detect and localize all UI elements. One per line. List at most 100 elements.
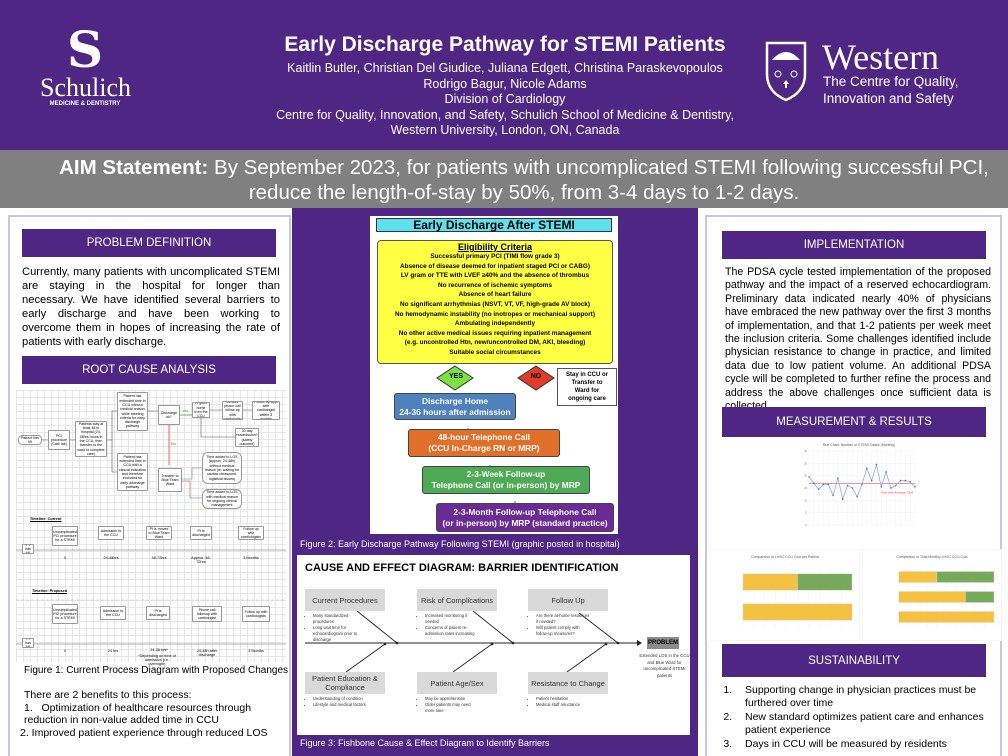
data-point bbox=[808, 476, 810, 478]
node-pci: PCI procedure (Cath lab) bbox=[48, 430, 70, 450]
label-yes: Yes bbox=[182, 409, 189, 413]
figure-3-caption: Figure 3: Fishbone Cause & Effect Diagra… bbox=[300, 738, 550, 748]
benefits: There are 2 benefits to this process: 1.… bbox=[20, 689, 268, 739]
data-point bbox=[822, 483, 825, 486]
fishbone-bones bbox=[305, 610, 642, 673]
implementation-text: The PDSA cycle tested implementation of … bbox=[725, 266, 991, 412]
timeline-step: Admission to the CCU bbox=[100, 606, 126, 620]
y-tick-label: 10 bbox=[804, 499, 807, 502]
cause-bullet: Will patient comply with follow-up measu… bbox=[536, 625, 592, 637]
schulich-logo: S Schulich MEDICINE & DENTISTRY bbox=[40, 20, 131, 108]
yes-diamond bbox=[436, 365, 474, 391]
node-stay: Patients stay at least 48 in hospital (2… bbox=[75, 421, 107, 457]
left-column: PROBLEM DEFINITION Currently, many patie… bbox=[8, 215, 291, 756]
criterion: No other active medical issues requiring… bbox=[398, 329, 592, 337]
step-2-3-week-followup: 2-3-Week Follow-up Telephone Call (or in-… bbox=[422, 466, 590, 494]
y-tick-label: 15 bbox=[804, 487, 807, 490]
cause-bullet: Long wait time for echocardiogram prior … bbox=[313, 625, 369, 643]
y-tick-label: 20 bbox=[804, 475, 807, 478]
criterion: Ambulating independently bbox=[454, 320, 536, 328]
figure-2-caption: Figure 2: Early Discharge Pathway Follow… bbox=[300, 539, 620, 549]
y-tick-label: 30 bbox=[804, 450, 807, 453]
poster-title: Early Discharge Pathway for STEMI Patien… bbox=[284, 33, 726, 56]
western-logo: Western The Centre for Quality, Innovati… bbox=[762, 37, 1002, 110]
data-point bbox=[813, 482, 815, 484]
data-point bbox=[861, 483, 863, 486]
total-monthly-cost-chart: Comparison of Total Monthly LHSC CCU Cos… bbox=[862, 549, 1002, 641]
sustainability-heading: SUSTAINABILITY bbox=[722, 644, 986, 677]
node-home-from-ccu: Pt goes home from the CCU bbox=[192, 402, 210, 418]
criterion: No recurrence of ischemic symptoms bbox=[437, 281, 552, 289]
node-transfer-blue-team: Transfer to Blue Team Ward bbox=[158, 468, 182, 492]
fishbone-title: CAUSE AND EFFECT DIAGRAM: BARRIER IDENTI… bbox=[305, 562, 619, 574]
no-diamond bbox=[517, 365, 555, 391]
bar-cost bbox=[742, 573, 798, 591]
cause-bullet: Understanding of condition bbox=[313, 696, 369, 702]
process-diagram: Patient has MI PCI procedure (Cath lab) … bbox=[16, 390, 286, 666]
data-point bbox=[851, 487, 854, 489]
data-point bbox=[880, 485, 883, 488]
poster-header: S Schulich MEDICINE & DENTISTRY Early Di… bbox=[0, 0, 1008, 150]
figure-1-caption: Figure 1: Current Process Diagram with P… bbox=[24, 665, 289, 676]
label-no: No bbox=[171, 442, 176, 446]
step-discharge-home: Discharge Home 24-36 hours after admissio… bbox=[394, 393, 516, 420]
bar-savings bbox=[965, 591, 995, 603]
division: Division of Cardiology bbox=[444, 92, 566, 106]
cause-bullets: May be apprehensionOlder patients may ne… bbox=[419, 696, 481, 714]
node-los-with-reason: Time added to LOS with medical reason fo… bbox=[202, 489, 242, 509]
pathway-graphic: Early Discharge After STEMI Eligibility … bbox=[370, 216, 618, 534]
problem-box: PROBLEM bbox=[647, 637, 679, 649]
criterion: No hemodynamic instability (no inotropes… bbox=[395, 310, 595, 318]
bar-savings bbox=[936, 571, 995, 583]
node-30-day-readmission: 30 day readmission? (safety outcome) bbox=[235, 428, 259, 447]
timeline-step: Uncomplicated PCI procedure for a STEMI bbox=[52, 604, 78, 624]
data-point bbox=[894, 484, 897, 487]
criterion: Suitable social circumstances bbox=[449, 348, 541, 356]
bar-cost bbox=[898, 591, 966, 603]
chart-title: Comparison of Total Monthly LHSC CCU Cos… bbox=[896, 555, 967, 559]
cause-bullet: Medical staff reluctance bbox=[536, 702, 592, 708]
data-point bbox=[846, 484, 849, 487]
data-point bbox=[909, 481, 911, 483]
data-point bbox=[856, 495, 858, 498]
node-extended-no-reason: Patient has extended time in CCU without… bbox=[117, 392, 148, 431]
cause-bullet: Concerns of patient re-admission rates i… bbox=[425, 625, 481, 637]
data-point bbox=[914, 485, 916, 488]
data-point bbox=[904, 479, 907, 482]
implementation-heading: IMPLEMENTATION bbox=[722, 231, 986, 259]
bar-cost bbox=[898, 571, 938, 583]
no-label: NO bbox=[530, 373, 542, 380]
data-point bbox=[875, 463, 878, 466]
cause-bullet: Lifestyle and medical factors bbox=[313, 702, 369, 708]
cause-bullet: Many standardized procedures bbox=[313, 613, 369, 625]
process-connectors bbox=[16, 409, 286, 645]
cause-bullet: Are there at-home resources if needed? bbox=[536, 613, 592, 625]
bar-cost bbox=[742, 603, 853, 621]
y-tick-label: 5 bbox=[806, 512, 808, 515]
node-discharge-ok: Discharge ok? bbox=[158, 405, 180, 425]
root-cause-heading: ROOT CAUSE ANALYSIS bbox=[22, 356, 276, 384]
sustainability-list: Supporting change in physician practices… bbox=[707, 684, 997, 752]
data-point bbox=[817, 488, 820, 491]
measurement-heading: MEASUREMENT & RESULTS bbox=[722, 407, 986, 437]
fishbone-diagram: CAUSE AND EFFECT DIAGRAM: BARRIER IDENTI… bbox=[297, 555, 690, 735]
problem-text: Extended LOS in the CCU and Blue Ward fo… bbox=[639, 653, 690, 678]
data-point bbox=[841, 498, 844, 500]
timeline-step: Uncomplicated PCI procedure for a STEMI bbox=[52, 526, 78, 546]
affiliation: Western University, London, ON, Canada bbox=[390, 123, 620, 137]
yes-label: YES bbox=[448, 373, 463, 380]
right-column: IMPLEMENTATION The PDSA cycle tested imp… bbox=[705, 215, 1002, 756]
problem-definition-heading: PROBLEM DEFINITION bbox=[22, 229, 276, 257]
timeline-step: Follow up with cardiologists bbox=[242, 606, 270, 622]
western-shield-icon bbox=[765, 41, 807, 102]
data-point bbox=[827, 483, 830, 486]
criterion: Successful primary PCI (TIMI flow grade … bbox=[430, 253, 560, 260]
pathway-title: Early Discharge After STEMI bbox=[376, 218, 612, 232]
timeline-step: Pt is discharged bbox=[190, 526, 212, 540]
y-tick-label: 25 bbox=[804, 462, 807, 465]
timeline-step: Follow up with cardiologists bbox=[238, 526, 264, 540]
chart-background bbox=[710, 549, 860, 641]
authors: Rodrigo Bagur, Nicole Adams bbox=[423, 76, 587, 91]
step-2-3-month-followup: 2-3-Month Follow-up Telephone Call (or in… bbox=[436, 503, 614, 532]
data-point bbox=[890, 487, 892, 489]
